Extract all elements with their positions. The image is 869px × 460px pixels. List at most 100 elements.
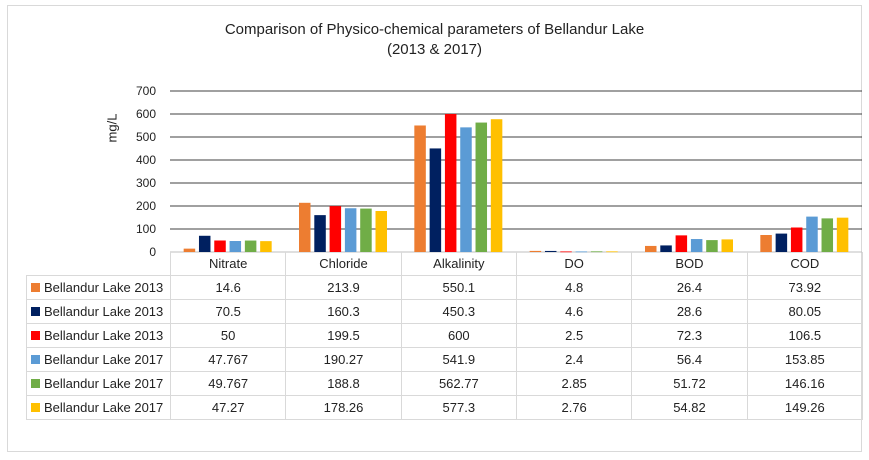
data-cell: 47.27 (169, 395, 287, 420)
category-row: Nitrate Chloride Alkalinity DO BOD COD (27, 252, 863, 276)
bar-do-series-3 (560, 251, 572, 253)
series-name: Bellandur Lake 2013 (44, 328, 164, 343)
bar-alkalinity-series-4 (460, 127, 472, 252)
bar-bod-series-4 (690, 239, 703, 252)
series-name: Bellandur Lake 2013 (44, 280, 164, 295)
x-category-label: Alkalinity (400, 252, 517, 276)
data-cell: 146.16 (746, 371, 863, 396)
data-cell: 47.767 (169, 347, 287, 372)
y-tick-label: 100 (136, 222, 156, 236)
series-name: Bellandur Lake 2017 (44, 400, 164, 415)
data-cell: 4.8 (515, 275, 633, 300)
legend-swatch (31, 331, 40, 341)
data-table: Nitrate Chloride Alkalinity DO BOD COD Belland… (26, 252, 863, 420)
data-cell: 153.85 (746, 347, 863, 372)
bar-cod-series-2 (775, 233, 788, 252)
x-category-label: Chloride (285, 252, 402, 276)
series-name: Bellandur Lake 2017 (44, 352, 164, 367)
y-tick-label: 700 (136, 84, 156, 98)
data-cell: 541.9 (400, 347, 517, 372)
data-cell: 54.82 (631, 395, 748, 420)
table-row: Bellandur Lake 2013 70.5 160.3 450.3 4.6 28.6… (26, 299, 863, 324)
y-tick-label: 400 (136, 153, 156, 167)
series-name: Bellandur Lake 2013 (44, 304, 164, 319)
data-cell: 70.5 (169, 299, 287, 324)
legend-entry: Bellandur Lake 2013 (26, 323, 171, 348)
data-cell: 213.9 (285, 275, 402, 300)
bar-chloride-series-2 (314, 215, 326, 252)
bar-do-series-6 (606, 251, 618, 253)
bar-cod-series-1 (760, 235, 772, 252)
bar-do-series-4 (575, 251, 588, 253)
bar-nitrate-series-3 (214, 240, 226, 252)
legend-swatch (31, 307, 40, 317)
legend-entry: Bellandur Lake 2017 (26, 347, 171, 372)
data-cell: 2.4 (515, 347, 633, 372)
data-cell: 26.4 (631, 275, 748, 300)
y-tick-label: 600 (136, 107, 156, 121)
table-row: Bellandur Lake 2017 47.767 190.27 541.9 2.4 5… (26, 347, 863, 372)
legend-entry: Bellandur Lake 2013 (26, 299, 171, 324)
bar-bod-series-5 (706, 240, 718, 252)
bar-chloride-series-1 (299, 202, 311, 252)
bar-bod-series-6 (721, 239, 733, 252)
data-cell: 2.76 (515, 395, 633, 420)
bar-nitrate-series-5 (244, 240, 257, 252)
data-cell: 562.77 (400, 371, 517, 396)
data-cell: 72.3 (631, 323, 748, 348)
data-cell: 28.6 (631, 299, 748, 324)
legend-swatch (31, 355, 40, 365)
bar-chloride-series-6 (375, 211, 387, 252)
bar-cod-series-3 (790, 227, 803, 252)
table-corner (27, 252, 171, 276)
data-cell: 600 (400, 323, 517, 348)
data-cell: 4.6 (515, 299, 633, 324)
legend-entry: Bellandur Lake 2017 (26, 371, 171, 396)
bar-alkalinity-series-5 (475, 122, 488, 252)
bar-chloride-series-3 (329, 206, 342, 252)
bar-chloride-series-5 (360, 208, 372, 252)
table-row: Bellandur Lake 2017 47.27 178.26 577.3 2.76 5… (26, 395, 863, 420)
bar-chloride-series-4 (344, 208, 357, 252)
bar-nitrate-series-1 (183, 248, 196, 252)
data-cell: 577.3 (400, 395, 517, 420)
data-cell: 450.3 (400, 299, 517, 324)
data-cell: 50 (169, 323, 287, 348)
legend-swatch (31, 283, 40, 293)
data-cell: 2.85 (515, 371, 633, 396)
bar-cod-series-5 (821, 218, 834, 252)
data-cell: 199.5 (285, 323, 402, 348)
bar-alkalinity-series-3 (444, 114, 457, 252)
bar-alkalinity-series-1 (414, 125, 426, 252)
data-cell: 2.5 (515, 323, 633, 348)
chart-subtitle: (2013 & 2017) (386, 41, 483, 58)
bar-cod-series-4 (806, 216, 818, 252)
bar-bod-series-3 (675, 235, 688, 252)
x-category-label: DO (515, 252, 633, 276)
y-tick-label: 500 (136, 130, 156, 144)
data-cell: 51.72 (631, 371, 748, 396)
legend-swatch (31, 403, 40, 413)
data-cell: 178.26 (285, 395, 402, 420)
data-cell: 56.4 (631, 347, 748, 372)
bar-do-series-5 (590, 251, 603, 253)
bar-cod-series-6 (836, 217, 849, 252)
bar-do-series-2 (544, 250, 557, 252)
data-cell: 73.92 (746, 275, 863, 300)
data-cell: 14.6 (169, 275, 287, 300)
series-name: Bellandur Lake 2017 (44, 376, 164, 391)
chart-title: Comparison of Physico-chemical parameter… (224, 21, 645, 38)
bar-nitrate-series-2 (198, 235, 211, 252)
data-cell: 106.5 (746, 323, 863, 348)
x-category-label: Nitrate (169, 252, 287, 276)
data-cell: 49.767 (169, 371, 287, 396)
data-cell: 190.27 (285, 347, 402, 372)
legend-entry: Bellandur Lake 2013 (26, 275, 171, 300)
table-row: Bellandur Lake 2017 49.767 188.8 562.77 2.85… (26, 371, 863, 396)
table-row: Bellandur Lake 2013 14.6 213.9 550.1 4.8 26.4… (26, 275, 863, 300)
data-cell: 188.8 (285, 371, 402, 396)
x-category-label: BOD (631, 252, 748, 276)
bar-bod-series-1 (645, 245, 657, 252)
data-cell: 160.3 (285, 299, 402, 324)
